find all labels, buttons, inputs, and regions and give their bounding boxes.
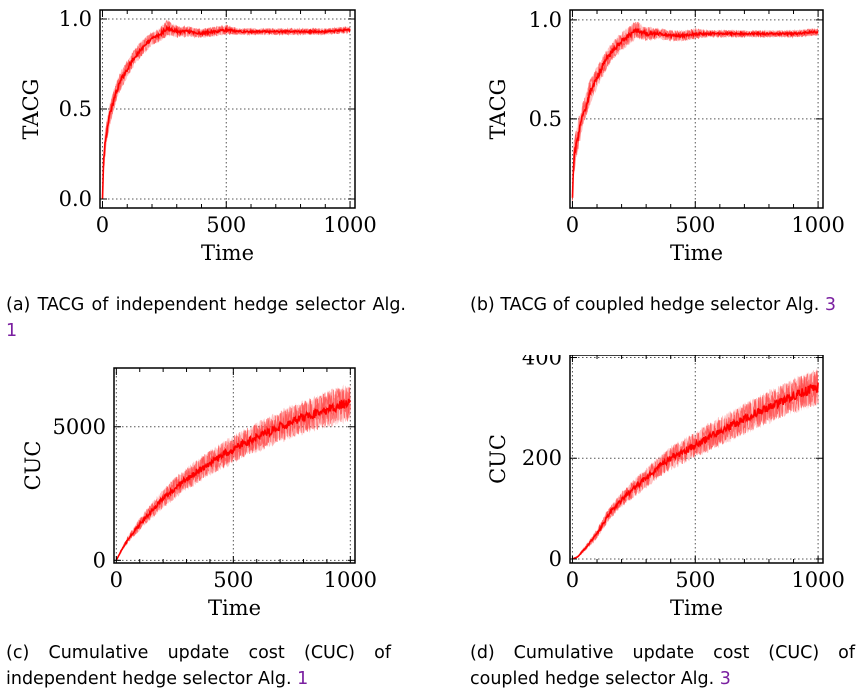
series-line-b: [571, 28, 819, 198]
xtick-label-1: 500: [206, 213, 246, 237]
xtick-label-0: 0: [566, 213, 579, 237]
ylabel-a: TACG: [19, 79, 43, 140]
band-c: [116, 383, 351, 561]
xtick-label-1: 500: [213, 568, 253, 592]
caption-c: (c) Cumulative update cost (CUC) of inde…: [6, 640, 391, 692]
series-line-a: [101, 24, 351, 200]
caption-b-ref[interactable]: 3: [824, 295, 836, 315]
ytick-label-0: 0.5: [529, 107, 562, 131]
series-line-d: [572, 382, 819, 560]
ytick-label-1: 0.5: [59, 97, 92, 121]
caption-d-text: (d) Cumulative update cost (CUC) of coup…: [470, 643, 855, 689]
band-b: [572, 22, 819, 204]
chart-a: 0 500 1000 0.0 0.5 1.0 Time TACG: [19, 7, 377, 265]
chart-b: 0 500 1000 0.5 1.0 Time TACG: [486, 8, 845, 265]
frame-c: [113, 367, 356, 564]
xtick-label-1: 500: [675, 568, 715, 592]
frame-b: [569, 9, 824, 209]
ytick-label-2: 1.0: [59, 7, 92, 31]
xtick-label-2: 1000: [791, 568, 844, 592]
ytick-label-2: 400: [522, 355, 562, 370]
caption-c-text: (c) Cumulative update cost (CUC) of inde…: [6, 643, 391, 689]
chart-c: 0 500 1000 0 5000 Time CUC: [21, 367, 377, 620]
ytick-label-0: 0: [93, 548, 106, 572]
caption-a: (a) TACG of independent hedge selector A…: [6, 292, 406, 344]
caption-d: (d) Cumulative update cost (CUC) of coup…: [470, 640, 855, 692]
ytick-label-1: 5000: [53, 415, 106, 439]
xlabel-d: Time: [670, 596, 723, 620]
xlabel-a: Time: [201, 241, 254, 265]
ytick-label-0: 0.0: [59, 187, 92, 211]
frame-d: [569, 355, 824, 564]
ylabel-c: CUC: [21, 441, 45, 491]
caption-c-ref[interactable]: 1: [297, 669, 309, 689]
ytick-label-1: 1.0: [529, 8, 562, 32]
caption-d-ref[interactable]: 3: [719, 669, 731, 689]
caption-b-text: (b) TACG of coupled hedge selector Alg.: [470, 295, 825, 315]
ylabel-b: TACG: [486, 79, 510, 140]
xlabel-c: Time: [208, 596, 261, 620]
ylabel-d: CUC: [486, 434, 510, 484]
caption-a-text: (a) TACG of independent hedge selector A…: [6, 295, 406, 315]
xtick-label-0: 0: [566, 568, 579, 592]
xtick-label-2: 1000: [791, 213, 844, 237]
chart-d: 0 500 1000 0 200 400 Time CUC: [486, 355, 845, 620]
caption-a-ref[interactable]: 1: [6, 321, 18, 341]
xtick-label-0: 0: [96, 213, 109, 237]
xtick-label-0: 0: [110, 568, 123, 592]
ytick-label-0: 0: [549, 547, 562, 571]
ytick-label-1: 200: [522, 446, 562, 470]
series-line-c: [115, 398, 352, 561]
xlabel-b: Time: [670, 241, 723, 265]
xtick-label-2: 1000: [324, 568, 377, 592]
caption-b: (b) TACG of coupled hedge selector Alg. …: [470, 292, 855, 318]
xtick-label-1: 500: [675, 213, 715, 237]
xtick-label-2: 1000: [323, 213, 376, 237]
trace-c-2: [115, 387, 351, 561]
